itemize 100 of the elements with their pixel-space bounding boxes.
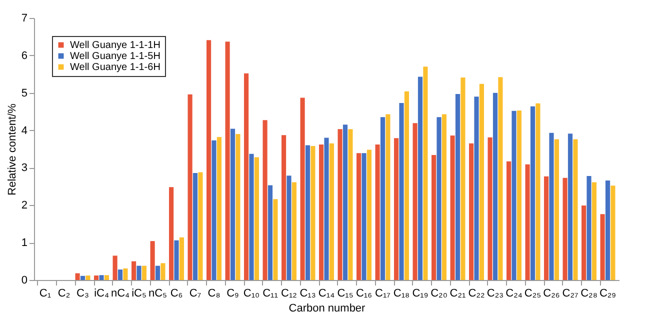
x-tick-label: C₁₆ bbox=[356, 288, 372, 300]
x-tick-label: C₂₉ bbox=[599, 288, 616, 300]
bar bbox=[469, 143, 474, 280]
bar bbox=[488, 137, 492, 280]
x-tick-label: C₂₇ bbox=[562, 288, 578, 300]
x-tick-label: C₂₆ bbox=[543, 288, 560, 300]
bar bbox=[479, 84, 484, 280]
bar bbox=[600, 214, 605, 280]
y-tick-label: 1 bbox=[21, 237, 28, 250]
x-tick-label: C₁₈ bbox=[393, 288, 410, 300]
bar bbox=[236, 134, 240, 280]
bar bbox=[249, 154, 254, 280]
bar bbox=[450, 136, 455, 280]
bar bbox=[432, 154, 436, 280]
bar bbox=[592, 182, 596, 280]
bar bbox=[375, 144, 380, 280]
bar bbox=[80, 276, 86, 280]
x-tick-label: iC₄ bbox=[94, 288, 110, 300]
bar bbox=[174, 240, 179, 280]
bar bbox=[310, 146, 316, 280]
bar bbox=[169, 187, 174, 280]
x-tick-label: C₁₃ bbox=[300, 288, 316, 300]
bar bbox=[225, 42, 230, 280]
bar bbox=[404, 91, 409, 280]
x-tick-label: C₁₀ bbox=[243, 288, 260, 300]
bar bbox=[75, 273, 80, 280]
x-tick-label: C₁₁ bbox=[262, 288, 278, 300]
bar bbox=[188, 94, 192, 280]
bar bbox=[506, 161, 512, 280]
x-tick-label: C₁₉ bbox=[412, 288, 428, 300]
bar bbox=[282, 135, 286, 280]
bar bbox=[380, 117, 386, 280]
bar bbox=[262, 120, 268, 280]
bar bbox=[554, 139, 559, 280]
x-tick-label: iC₅ bbox=[132, 288, 146, 300]
y-tick-label: 0 bbox=[21, 274, 28, 286]
x-tick-label: C₁₄ bbox=[318, 288, 336, 300]
bar bbox=[160, 263, 166, 280]
bar bbox=[198, 172, 203, 280]
bar bbox=[136, 266, 142, 280]
bar bbox=[442, 114, 446, 280]
bar bbox=[244, 73, 249, 280]
bar bbox=[568, 134, 573, 280]
bar bbox=[99, 275, 104, 280]
x-tick-label: C₈ bbox=[208, 288, 220, 300]
bar bbox=[292, 182, 296, 280]
bar bbox=[549, 132, 554, 280]
x-tick-label: nC₅ bbox=[148, 288, 167, 300]
bar bbox=[94, 276, 99, 280]
bar bbox=[230, 128, 236, 280]
x-tick-label: C₂₁ bbox=[450, 288, 466, 300]
legend-label: Well Guanye 1-1-1H bbox=[70, 40, 160, 51]
bar bbox=[525, 164, 530, 280]
bar bbox=[530, 106, 536, 280]
x-tick-label: nC₄ bbox=[110, 288, 130, 300]
bar bbox=[324, 138, 329, 280]
bar bbox=[179, 237, 184, 280]
legend-label: Well Guanye 1-1-5H bbox=[70, 51, 160, 62]
bar bbox=[573, 139, 578, 280]
y-tick-label: 6 bbox=[21, 50, 28, 62]
bar bbox=[582, 206, 586, 280]
y-tick-label: 5 bbox=[21, 87, 28, 100]
bar bbox=[286, 176, 292, 280]
x-tick-label: C₁ bbox=[39, 288, 52, 300]
x-tick-label: C₇ bbox=[189, 288, 202, 300]
x-tick-label: C₂₃ bbox=[486, 288, 504, 300]
bar bbox=[394, 138, 399, 280]
bar bbox=[605, 180, 610, 280]
bar bbox=[104, 275, 109, 280]
bar bbox=[362, 153, 366, 280]
bar bbox=[319, 144, 324, 280]
bar bbox=[455, 94, 460, 280]
bar bbox=[474, 96, 479, 280]
x-tick-label: C₂₄ bbox=[506, 288, 523, 300]
bar bbox=[192, 172, 198, 280]
bar bbox=[216, 137, 222, 280]
y-tick-label: 7 bbox=[21, 12, 28, 24]
bar bbox=[112, 256, 118, 280]
bar bbox=[399, 102, 404, 280]
y-tick-label: 3 bbox=[21, 162, 28, 174]
bar bbox=[460, 78, 466, 280]
bar bbox=[423, 66, 428, 280]
bar bbox=[418, 76, 423, 280]
y-tick-label: 4 bbox=[21, 124, 28, 137]
bar bbox=[386, 114, 390, 280]
bar bbox=[142, 266, 146, 280]
bar bbox=[610, 186, 616, 280]
bar bbox=[206, 40, 212, 280]
bar bbox=[329, 143, 334, 280]
bar bbox=[150, 241, 155, 280]
bar bbox=[512, 110, 516, 280]
bar bbox=[412, 123, 418, 280]
x-tick-label: C₂₅ bbox=[524, 288, 542, 300]
bar bbox=[562, 178, 568, 280]
x-tick-label: C₃ bbox=[76, 288, 89, 300]
bar bbox=[155, 266, 160, 280]
y-tick-label: 2 bbox=[21, 200, 28, 212]
x-tick-label: C₁₅ bbox=[337, 288, 354, 300]
bar bbox=[305, 145, 310, 280]
bar bbox=[342, 124, 348, 280]
